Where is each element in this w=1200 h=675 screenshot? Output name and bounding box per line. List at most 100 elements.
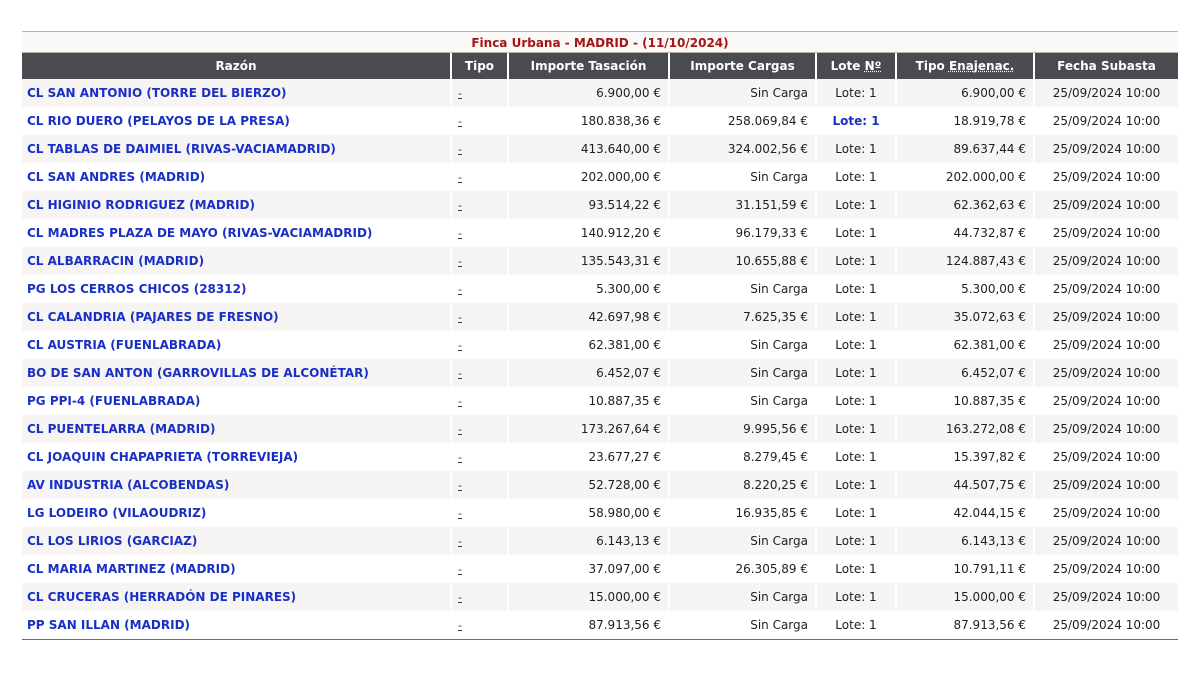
tipo-link[interactable]: - [458, 563, 462, 576]
cell-fecha-subasta: 25/09/2024 10:00 [1033, 359, 1178, 387]
cell-importe-tasacion: 140.912,20 € [507, 219, 668, 247]
cell-lote: Lote: 1 [815, 163, 895, 191]
cell-lote: Lote: 1 [815, 275, 895, 303]
cell-fecha-subasta: 25/09/2024 10:00 [1033, 443, 1178, 471]
tipo-link[interactable]: - [458, 367, 462, 380]
tipo-link[interactable]: - [458, 143, 462, 156]
cell-fecha-subasta: 25/09/2024 10:00 [1033, 527, 1178, 555]
tipo-link[interactable]: - [458, 115, 462, 128]
tipo-link[interactable]: - [458, 507, 462, 520]
razon-link[interactable]: LG LODEIRO (VILAOUDRIZ) [27, 506, 207, 520]
header-importe-tasacion[interactable]: Importe Tasación [507, 53, 668, 79]
razon-link[interactable]: CL RIO DUERO (PELAYOS DE LA PRESA) [27, 114, 290, 128]
header-lote[interactable]: Lote Nº [815, 53, 895, 79]
cell-razon: PG LOS CERROS CHICOS (28312) [22, 275, 450, 303]
razon-link[interactable]: CL ALBARRACIN (MADRID) [27, 254, 205, 268]
razon-link[interactable]: CL HIGINIO RODRIGUEZ (MADRID) [27, 198, 255, 212]
cell-importe-cargas: 96.179,33 € [668, 219, 815, 247]
cell-tipo: - [450, 359, 507, 387]
razon-link[interactable]: CL CRUCERAS (HERRADÓN DE PINARES) [27, 590, 297, 604]
razon-link[interactable]: CL SAN ANTONIO (TORRE DEL BIERZO) [27, 86, 287, 100]
cell-fecha-subasta: 25/09/2024 10:00 [1033, 583, 1178, 611]
razon-link[interactable]: CL JOAQUIN CHAPAPRIETA (TORREVIEJA) [27, 450, 299, 464]
razon-link[interactable]: CL MADRES PLAZA DE MAYO (RIVAS-VACIAMADR… [27, 226, 373, 240]
tipo-link[interactable]: - [458, 619, 462, 632]
table-body: CL SAN ANTONIO (TORRE DEL BIERZO) - 6.900,… [22, 79, 1178, 639]
cell-razon: CL SAN ANTONIO (TORRE DEL BIERZO) [22, 79, 450, 107]
razon-link[interactable]: CL CALANDRIA (PAJARES DE FRESNO) [27, 310, 279, 324]
tipo-link[interactable]: - [458, 479, 462, 492]
cell-tipo: - [450, 191, 507, 219]
table-row: PG PPI-4 (FUENLABRADA) -10.887,35 € Sin Ca… [22, 387, 1178, 415]
cell-importe-tasacion: 23.677,27 € [507, 443, 668, 471]
cell-fecha-subasta: 25/09/2024 10:00 [1033, 135, 1178, 163]
tipo-link[interactable]: - [458, 591, 462, 604]
cell-fecha-subasta: 25/09/2024 10:00 [1033, 107, 1178, 135]
header-razon[interactable]: Razón [22, 53, 450, 79]
cell-razon: CL JOAQUIN CHAPAPRIETA (TORREVIEJA) [22, 443, 450, 471]
cell-razon: CL HIGINIO RODRIGUEZ (MADRID) [22, 191, 450, 219]
cell-lote: Lote: 1 [815, 247, 895, 275]
table-row: PG LOS CERROS CHICOS (28312) -5.300,00 € S… [22, 275, 1178, 303]
tipo-link[interactable]: - [458, 451, 462, 464]
razon-link[interactable]: BO DE SAN ANTON (GARROVILLAS DE ALCONÉTA… [27, 366, 369, 380]
tipo-link[interactable]: - [458, 255, 462, 268]
cell-importe-cargas: Sin Carga [668, 275, 815, 303]
table-row: CL SAN ANTONIO (TORRE DEL BIERZO) - 6.900,… [22, 79, 1178, 107]
tipo-link[interactable]: - [458, 395, 462, 408]
cell-tipo: - [450, 275, 507, 303]
cell-tipo-enajenac: 15.000,00 € [895, 583, 1033, 611]
cell-razon: CL PUENTELARRA (MADRID) [22, 415, 450, 443]
tipo-link[interactable]: - [458, 535, 462, 548]
razon-link[interactable]: CL TABLAS DE DAIMIEL (RIVAS-VACIAMADRID) [27, 142, 336, 156]
cell-fecha-subasta: 25/09/2024 10:00 [1033, 79, 1178, 107]
tipo-link[interactable]: - [458, 171, 462, 184]
cell-tipo-enajenac: 10.887,35 € [895, 387, 1033, 415]
cell-razon: CL LOS LIRIOS (GARCIAZ) [22, 527, 450, 555]
cell-tipo-enajenac: 44.507,75 € [895, 471, 1033, 499]
header-tipo[interactable]: Tipo [450, 53, 507, 79]
cell-tipo-enajenac: 10.791,11 € [895, 555, 1033, 583]
header-tipo-enajenac[interactable]: Tipo Enajenac. [895, 53, 1033, 79]
razon-link[interactable]: CL PUENTELARRA (MADRID) [27, 422, 216, 436]
razon-link[interactable]: PG LOS CERROS CHICOS (28312) [27, 282, 247, 296]
cell-importe-cargas: 258.069,84 € [668, 107, 815, 135]
tipo-link[interactable]: - [458, 339, 462, 352]
table-row: BO DE SAN ANTON (GARROVILLAS DE ALCONÉTA… [22, 359, 1178, 387]
tipo-link[interactable]: - [458, 199, 462, 212]
cell-tipo-enajenac: 6.143,13 € [895, 527, 1033, 555]
table-row: CL RIO DUERO (PELAYOS DE LA PRESA) - 180.8… [22, 107, 1178, 135]
tipo-link[interactable]: - [458, 283, 462, 296]
cell-razon: CL SAN ANDRES (MADRID) [22, 163, 450, 191]
cell-razon: CL ALBARRACIN (MADRID) [22, 247, 450, 275]
header-importe-cargas[interactable]: Importe Cargas [668, 53, 815, 79]
razon-link[interactable]: CL LOS LIRIOS (GARCIAZ) [27, 534, 198, 548]
header-fecha-subasta[interactable]: Fecha Subasta [1033, 53, 1178, 79]
cell-lote[interactable]: Lote: 1 [815, 107, 895, 135]
razon-link[interactable]: CL AUSTRIA (FUENLABRADA) [27, 338, 222, 352]
table-row: AV INDUSTRIA (ALCOBENDAS) - 52.728,00 €8.2… [22, 471, 1178, 499]
cell-lote: Lote: 1 [815, 359, 895, 387]
tipo-link[interactable]: - [458, 227, 462, 240]
cell-lote: Lote: 1 [815, 527, 895, 555]
cell-lote: Lote: 1 [815, 135, 895, 163]
razon-link[interactable]: PG PPI-4 (FUENLABRADA) [27, 394, 201, 408]
cell-razon: CL TABLAS DE DAIMIEL (RIVAS-VACIAMADRID) [22, 135, 450, 163]
razon-link[interactable]: CL MARIA MARTINEZ (MADRID) [27, 562, 236, 576]
cell-importe-tasacion: 15.000,00 € [507, 583, 668, 611]
cell-importe-tasacion: 87.913,56 € [507, 611, 668, 639]
tipo-link[interactable]: - [458, 423, 462, 436]
razon-link[interactable]: AV INDUSTRIA (ALCOBENDAS) [27, 478, 230, 492]
tipo-link[interactable]: - [458, 311, 462, 324]
cell-importe-cargas: Sin Carga [668, 583, 815, 611]
cell-tipo: - [450, 219, 507, 247]
razon-link[interactable]: CL SAN ANDRES (MADRID) [27, 170, 206, 184]
cell-importe-cargas: 31.151,59 € [668, 191, 815, 219]
cell-importe-cargas: 8.220,25 € [668, 471, 815, 499]
cell-razon: PP SAN ILLAN (MADRID) [22, 611, 450, 639]
cell-fecha-subasta: 25/09/2024 10:00 [1033, 303, 1178, 331]
tipo-link[interactable]: - [458, 87, 462, 100]
cell-importe-tasacion: 10.887,35 € [507, 387, 668, 415]
razon-link[interactable]: PP SAN ILLAN (MADRID) [27, 618, 191, 632]
cell-importe-cargas: 9.995,56 € [668, 415, 815, 443]
